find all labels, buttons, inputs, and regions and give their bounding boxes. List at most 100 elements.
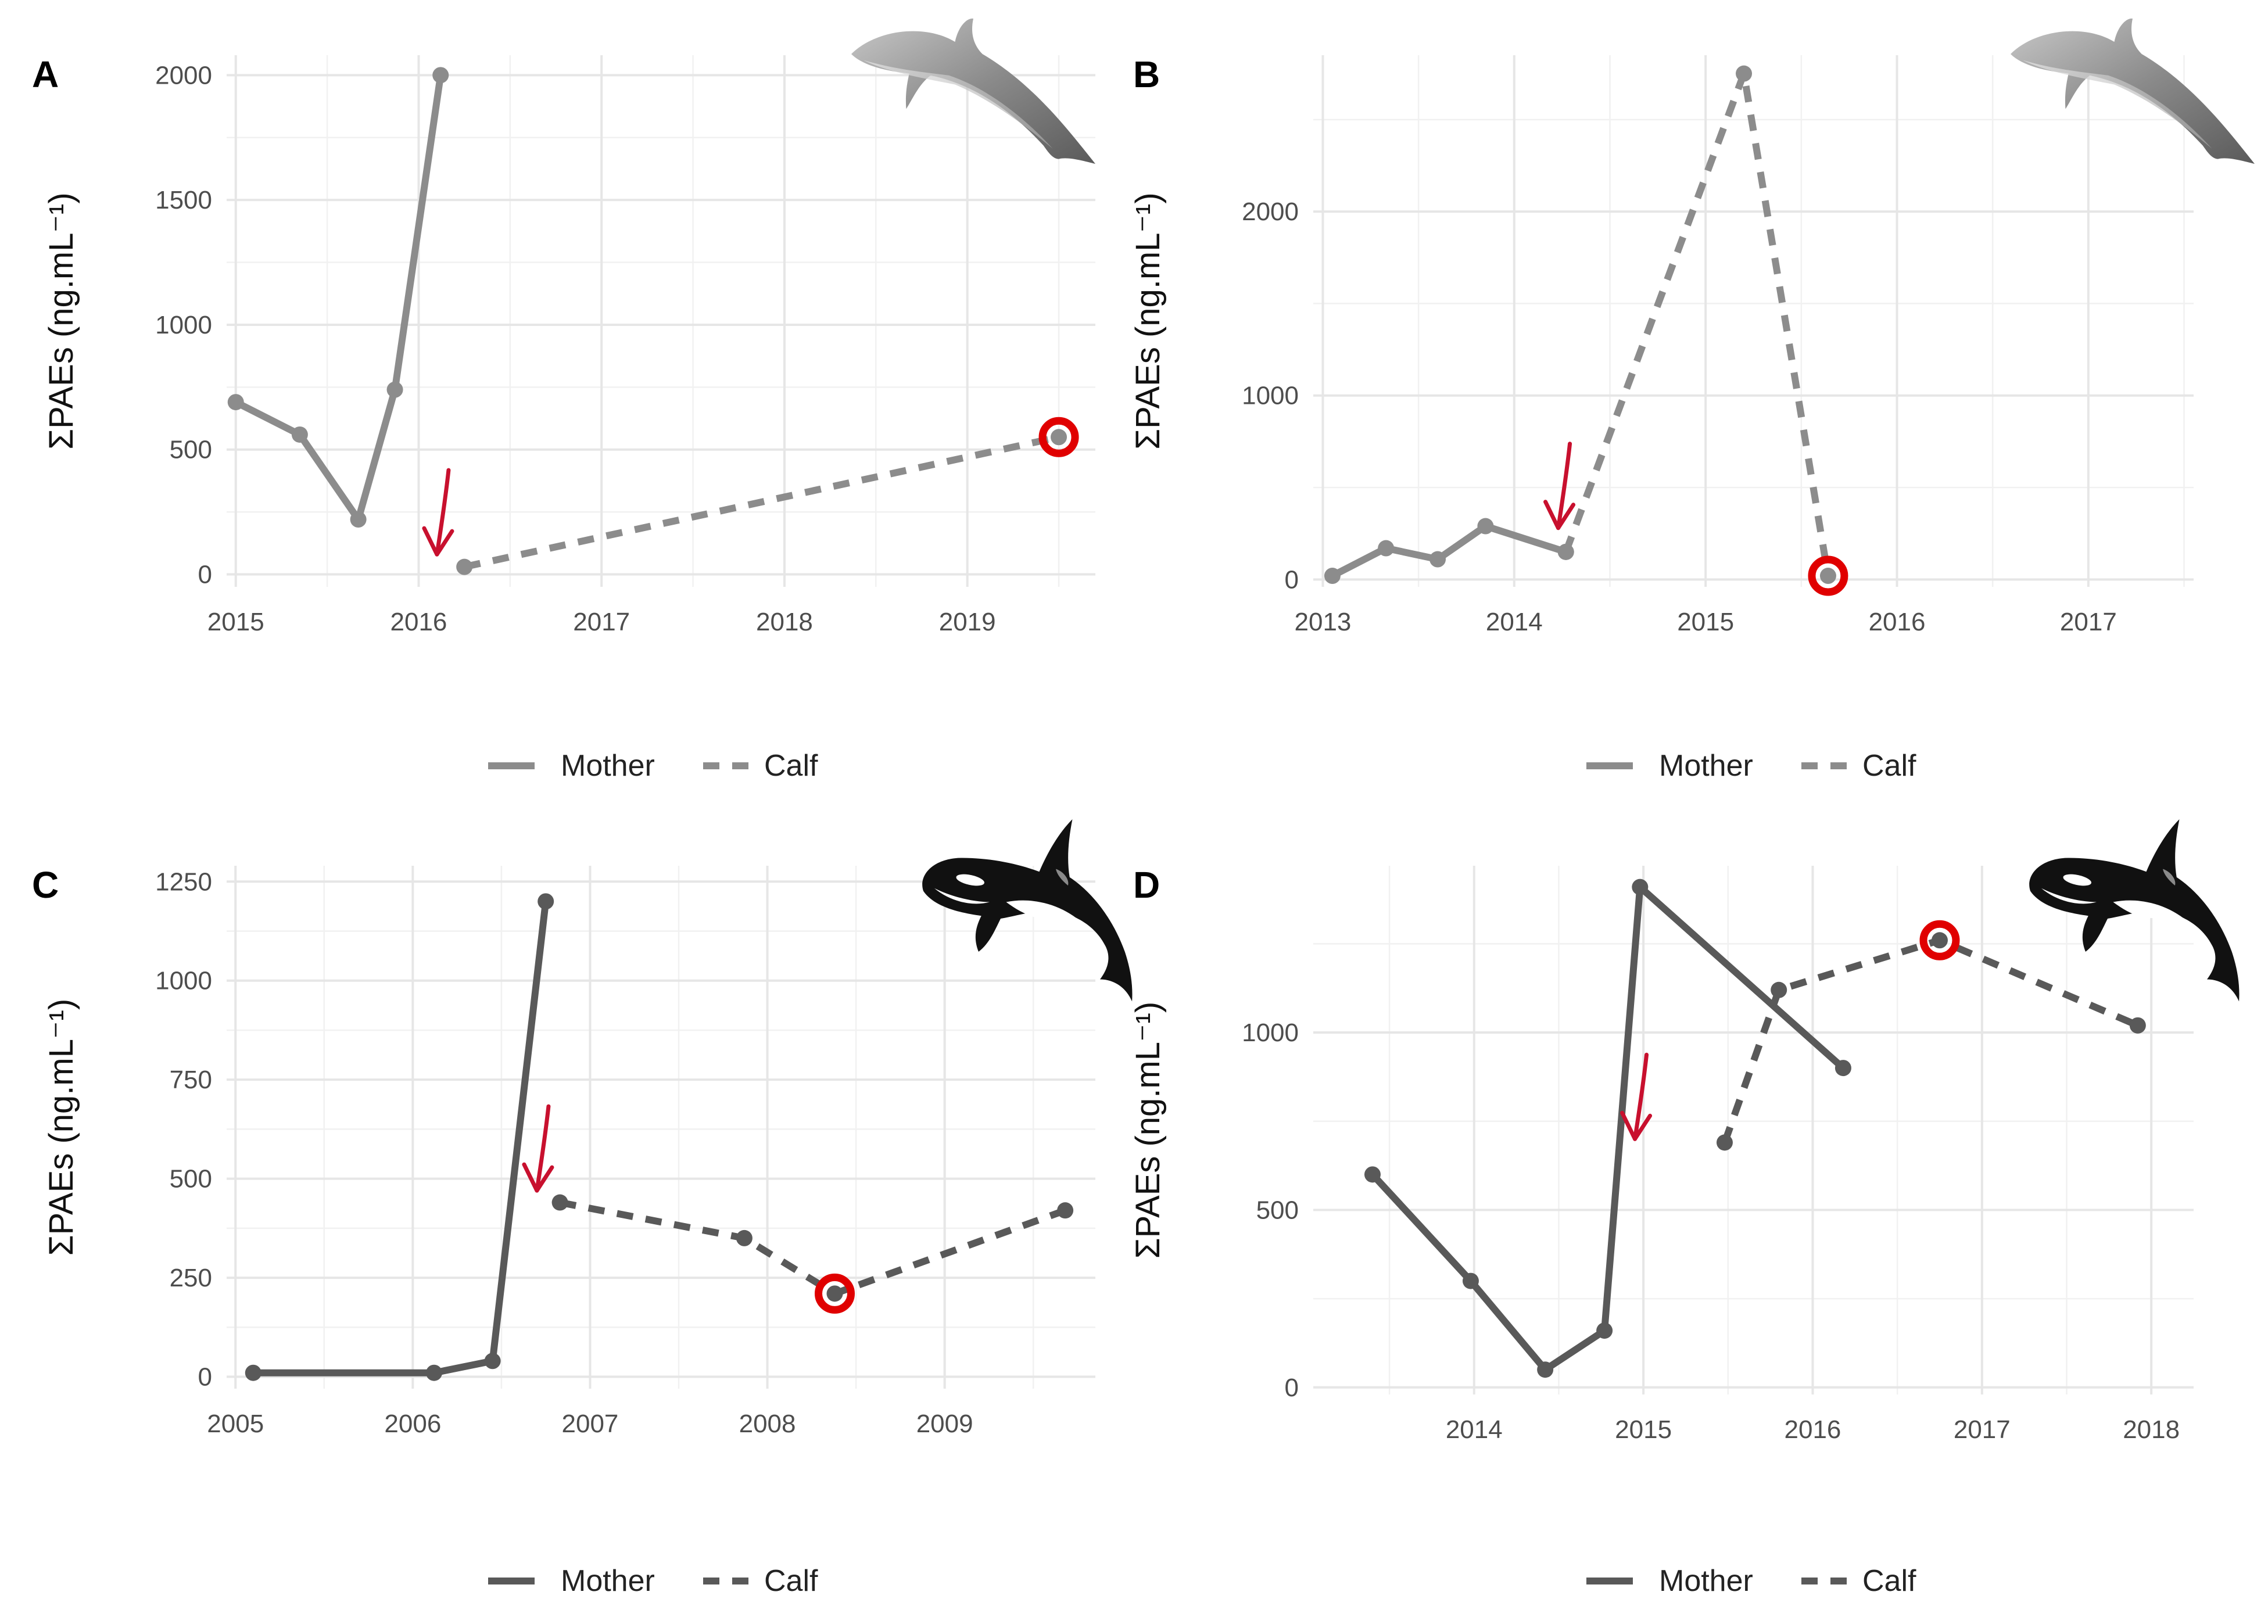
y-tick-label: 1000 xyxy=(155,311,212,339)
x-tick-label: 2016 xyxy=(1785,1415,1841,1444)
x-tick-label: 2013 xyxy=(1295,608,1352,636)
x-tick-label: 2014 xyxy=(1446,1415,1503,1444)
x-tick-label: 2015 xyxy=(1677,608,1734,636)
legend-label-mother: Mother xyxy=(561,749,655,783)
legend-label-calf: Calf xyxy=(1862,1564,1916,1598)
x-tick-label: 2014 xyxy=(1486,608,1543,636)
panel-a-letter: A xyxy=(32,53,59,95)
data-point-mother xyxy=(386,381,403,398)
y-tick-label: 1000 xyxy=(1242,1019,1299,1047)
data-point-mother xyxy=(1596,1322,1613,1339)
red-arrow-icon xyxy=(1543,442,1576,530)
panel-c: 2005 2006 2007 2008 2009 0 250 500 750 1000 1250 ΣP… xyxy=(32,819,1133,1598)
series-line-calf xyxy=(1563,70,1832,576)
data-point-mother xyxy=(1835,1060,1851,1077)
data-point-mother xyxy=(1632,879,1649,895)
data-point-mother xyxy=(1477,518,1494,535)
orca-icon xyxy=(922,819,1133,1002)
y-tick-label: 2000 xyxy=(155,61,212,89)
data-point-mother xyxy=(245,1364,261,1381)
x-tick-label: 2016 xyxy=(390,608,447,636)
series-line-calf xyxy=(463,433,1060,571)
data-point-mother xyxy=(350,511,367,528)
data-point-mother xyxy=(425,1364,442,1381)
y-tick-label: 750 xyxy=(170,1066,212,1094)
data-point-mother xyxy=(538,893,554,910)
y-tick-label: 500 xyxy=(1256,1196,1299,1224)
data-point-calf xyxy=(1557,543,1574,560)
series-line-mother xyxy=(1331,522,1567,579)
x-tick-label: 2015 xyxy=(1615,1415,1672,1444)
x-tick-label: 2015 xyxy=(207,608,264,636)
y-axis-label: ΣPAEs (ng.mL⁻¹) xyxy=(42,192,80,449)
data-point-calf xyxy=(2129,1017,2146,1034)
x-tick-label: 2018 xyxy=(2123,1415,2180,1444)
data-point-calf xyxy=(1819,568,1836,585)
data-point-calf xyxy=(1057,1202,1074,1219)
panel-b: 2013 2014 2015 2016 2017 0 1000 2000 ΣPAEs (ng.m… xyxy=(1129,18,2255,783)
data-point-calf xyxy=(1716,1134,1733,1151)
legend-label-calf: Calf xyxy=(1862,749,1916,783)
data-point-mother xyxy=(1537,1361,1554,1378)
legend: Mother Calf xyxy=(1586,1564,1916,1598)
y-tick-label: 0 xyxy=(198,561,212,589)
x-tick-label: 2019 xyxy=(939,608,996,636)
legend-label-mother: Mother xyxy=(561,1564,655,1598)
panel-d-letter: D xyxy=(1133,864,1160,906)
data-point-mother xyxy=(1364,1166,1381,1183)
highlight-ring xyxy=(1919,920,1960,960)
y-tick-label: 1500 xyxy=(155,186,212,214)
plot-area: 2014 2015 2016 2017 2018 0 500 1000 ΣPAEs (ng.mL… xyxy=(1129,866,2194,1598)
legend: Mother Calf xyxy=(488,749,818,783)
data-point-mother xyxy=(227,394,244,411)
x-tick-label: 2005 xyxy=(207,1410,264,1438)
y-tick-label: 0 xyxy=(1285,565,1299,594)
data-point-calf xyxy=(456,558,473,575)
highlight-ring xyxy=(1038,417,1079,457)
y-axis-label: ΣPAEs (ng.mL⁻¹) xyxy=(1129,1002,1167,1259)
y-tick-label: 500 xyxy=(170,436,212,464)
series-line-mother xyxy=(1370,883,1846,1374)
data-point-mother xyxy=(1378,540,1395,557)
data-point-calf xyxy=(826,1285,843,1302)
series-line-calf xyxy=(559,1199,1067,1297)
data-point-calf xyxy=(551,1194,568,1211)
data-point-mother xyxy=(1429,551,1446,568)
y-tick-label: 1000 xyxy=(155,967,212,995)
plot-area: 2015 2016 2017 2018 2019 0 500 1000 1500 2000 ΣPAE… xyxy=(42,55,1095,783)
red-arrow-icon xyxy=(522,1104,554,1193)
y-tick-label: 1000 xyxy=(1242,382,1299,410)
legend-label-mother: Mother xyxy=(1659,1564,1753,1598)
highlight-ring xyxy=(1808,555,1848,596)
data-point-calf xyxy=(1736,65,1753,82)
y-tick-label: 0 xyxy=(198,1363,212,1392)
data-point-calf xyxy=(1771,981,1787,998)
y-axis-label: ΣPAEs (ng.mL⁻¹) xyxy=(42,999,80,1256)
y-tick-label: 0 xyxy=(1285,1374,1299,1402)
y-tick-label: 500 xyxy=(170,1165,212,1193)
x-tick-label: 2017 xyxy=(2060,608,2117,636)
data-point-calf xyxy=(1931,932,1948,949)
red-arrow-icon xyxy=(1620,1052,1653,1141)
x-tick-label: 2017 xyxy=(1954,1415,2011,1444)
dolphin-icon xyxy=(2011,18,2255,164)
x-tick-label: 2007 xyxy=(562,1410,619,1438)
data-point-mother xyxy=(1462,1272,1479,1289)
panel-a: 2015 2016 2017 2018 2019 0 500 1000 1500 2000 ΣPAE… xyxy=(32,18,1095,783)
data-point-mother xyxy=(432,67,449,84)
red-arrow-icon xyxy=(422,468,454,557)
data-point-mother xyxy=(484,1353,501,1370)
y-axis-label: ΣPAEs (ng.mL⁻¹) xyxy=(1129,192,1167,449)
data-point-mother xyxy=(1324,568,1341,585)
legend: Mother Calf xyxy=(1586,749,1916,783)
orca-icon xyxy=(2029,819,2240,1002)
series-line-calf xyxy=(1721,937,2140,1144)
data-point-mother xyxy=(291,426,308,443)
legend-label-calf: Calf xyxy=(764,749,818,783)
x-tick-label: 2006 xyxy=(384,1410,441,1438)
series-line-mother xyxy=(234,74,445,524)
x-tick-label: 2018 xyxy=(756,608,813,636)
x-tick-label: 2008 xyxy=(739,1410,796,1438)
x-tick-label: 2009 xyxy=(916,1410,973,1438)
